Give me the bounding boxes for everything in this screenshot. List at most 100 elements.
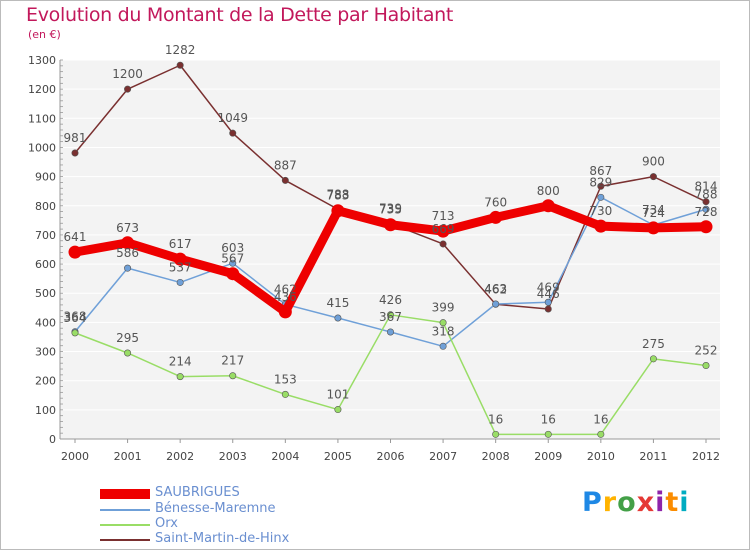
data-point bbox=[439, 240, 447, 248]
data-label: 981 bbox=[64, 131, 87, 145]
y-tick-label: 300 bbox=[35, 346, 56, 359]
y-tick-label: 1000 bbox=[28, 141, 56, 154]
data-label: 739 bbox=[379, 202, 402, 216]
x-tick-label: 2005 bbox=[324, 450, 352, 463]
data-point bbox=[71, 329, 79, 337]
y-tick-label: 500 bbox=[35, 287, 56, 300]
data-point bbox=[594, 219, 608, 233]
x-tick-label: 2002 bbox=[166, 450, 194, 463]
data-label: 641 bbox=[64, 230, 87, 244]
data-label: 252 bbox=[695, 344, 718, 358]
data-label: 436 bbox=[274, 290, 297, 304]
data-point bbox=[699, 220, 713, 234]
data-label: 469 bbox=[537, 280, 560, 294]
legend-label: Saint-Martin-de-Hinx bbox=[155, 531, 290, 546]
data-point bbox=[702, 198, 710, 206]
line-chart: 0 100 200 300 400 500 600 700 800 900 1000 1100 1200… bbox=[28, 43, 720, 463]
data-point bbox=[331, 204, 345, 218]
data-point bbox=[226, 267, 240, 281]
data-point bbox=[124, 85, 132, 93]
data-label: 415 bbox=[326, 296, 349, 310]
data-point bbox=[544, 298, 552, 306]
data-label: 1049 bbox=[217, 111, 248, 125]
data-label: 446 bbox=[537, 287, 560, 301]
data-point bbox=[492, 300, 500, 308]
y-tick-label: 1200 bbox=[28, 83, 56, 96]
data-label: 364 bbox=[64, 311, 87, 325]
legend-swatch bbox=[100, 489, 150, 499]
x-tick-label: 2009 bbox=[534, 450, 562, 463]
data-point bbox=[71, 149, 79, 157]
data-label: 1282 bbox=[165, 43, 196, 57]
legend-swatch bbox=[100, 509, 150, 511]
legend-swatch bbox=[100, 524, 150, 526]
data-label: 153 bbox=[274, 372, 297, 386]
data-label: 275 bbox=[642, 337, 665, 351]
data-label: 462 bbox=[274, 282, 297, 296]
data-label: 318 bbox=[432, 324, 455, 338]
data-point bbox=[68, 245, 82, 259]
data-point bbox=[334, 406, 342, 414]
data-point bbox=[544, 430, 552, 438]
x-tick-label: 2012 bbox=[692, 450, 720, 463]
data-label: 567 bbox=[221, 252, 244, 266]
data-label: 829 bbox=[589, 175, 612, 189]
data-point bbox=[384, 218, 397, 232]
legend-label: Orx bbox=[155, 516, 178, 531]
y-tick-label: 800 bbox=[35, 200, 56, 213]
data-label: 214 bbox=[169, 355, 192, 369]
proxiti-logo: Proxiti bbox=[582, 487, 690, 518]
data-label: 217 bbox=[221, 354, 244, 368]
data-point bbox=[121, 236, 135, 250]
x-tick-label: 2007 bbox=[429, 450, 457, 463]
data-label: 783 bbox=[326, 189, 349, 203]
data-point bbox=[278, 305, 292, 319]
data-point bbox=[386, 328, 394, 336]
data-point bbox=[386, 311, 394, 319]
data-label: 867 bbox=[589, 164, 612, 178]
data-point bbox=[597, 193, 605, 201]
y-tick-label: 1300 bbox=[28, 54, 56, 67]
data-label: 788 bbox=[326, 187, 349, 201]
data-label: 887 bbox=[274, 158, 297, 172]
data-point bbox=[439, 319, 447, 327]
data-label: 814 bbox=[695, 180, 718, 194]
data-point bbox=[649, 355, 657, 363]
data-point bbox=[544, 305, 552, 313]
x-tick-label: 2001 bbox=[114, 450, 142, 463]
data-label: 16 bbox=[488, 412, 503, 426]
data-point bbox=[176, 278, 184, 286]
data-point bbox=[541, 199, 555, 213]
y-tick-label: 600 bbox=[35, 258, 56, 271]
data-point bbox=[334, 314, 342, 322]
y-tick-label: 900 bbox=[35, 171, 56, 184]
data-point bbox=[702, 362, 710, 370]
data-point bbox=[597, 182, 605, 190]
data-point bbox=[492, 430, 500, 438]
data-label: 603 bbox=[221, 241, 244, 255]
data-label: 673 bbox=[116, 221, 139, 235]
data-label: 669 bbox=[432, 222, 455, 236]
data-label: 368 bbox=[64, 310, 87, 324]
chart-unit: (en €) bbox=[28, 28, 61, 41]
y-tick-label: 0 bbox=[49, 433, 56, 446]
data-point bbox=[439, 342, 447, 350]
plot-area bbox=[60, 60, 720, 439]
data-label: 1200 bbox=[112, 67, 143, 81]
data-point bbox=[176, 373, 184, 381]
y-tick-label: 200 bbox=[35, 375, 56, 388]
x-tick-label: 2006 bbox=[377, 450, 405, 463]
data-point bbox=[702, 205, 710, 213]
x-tick-label: 2011 bbox=[639, 450, 667, 463]
x-tick-label: 2008 bbox=[482, 450, 510, 463]
data-label: 730 bbox=[589, 204, 612, 218]
data-point bbox=[649, 173, 657, 181]
x-tick-label: 2004 bbox=[271, 450, 299, 463]
data-point bbox=[646, 221, 660, 235]
data-label: 367 bbox=[379, 310, 402, 324]
x-tick-label: 2003 bbox=[219, 450, 247, 463]
data-label: 734 bbox=[642, 203, 665, 217]
data-label: 537 bbox=[169, 260, 192, 274]
data-label: 399 bbox=[432, 301, 455, 315]
data-point bbox=[124, 264, 132, 272]
